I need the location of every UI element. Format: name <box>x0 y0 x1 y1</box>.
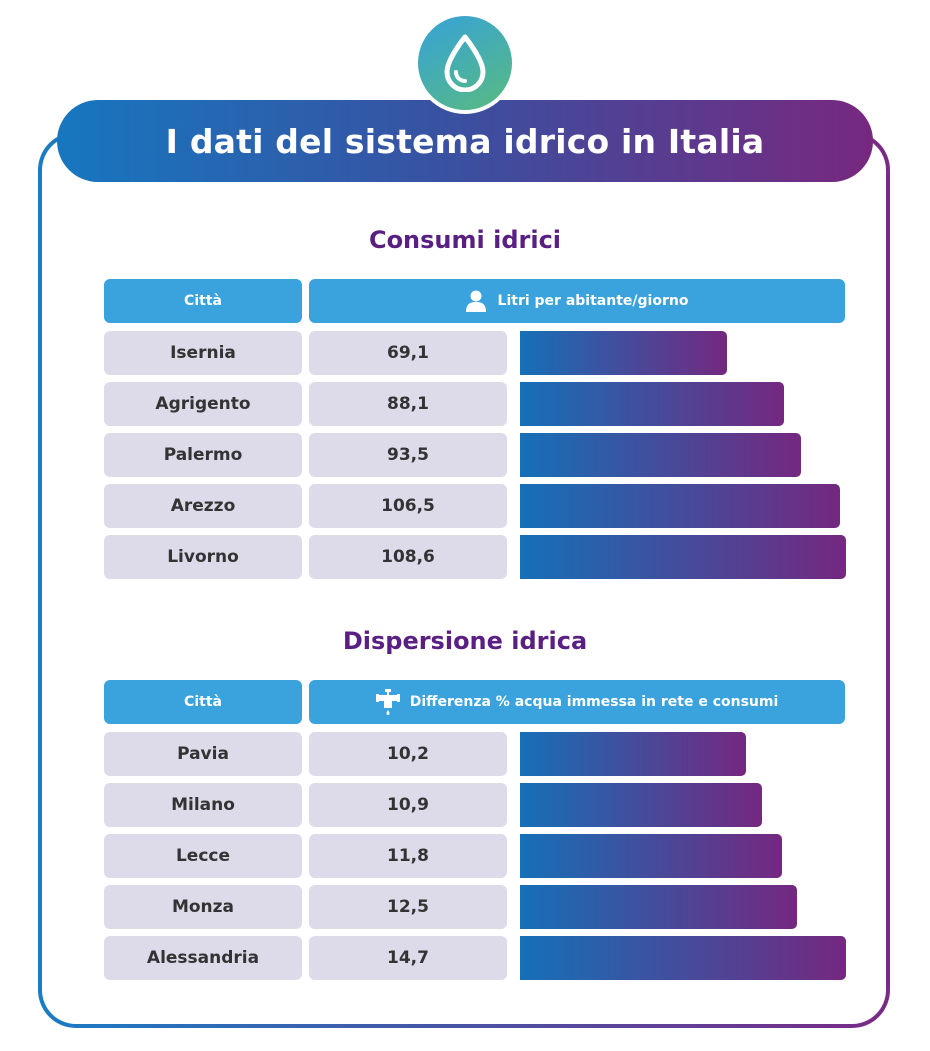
value-label: 69,1 <box>309 331 507 375</box>
value-label: 88,1 <box>309 382 507 426</box>
column-header-city: Città <box>104 279 302 323</box>
value-label: 93,5 <box>309 433 507 477</box>
value-label: 10,2 <box>309 732 507 776</box>
value-label: 11,8 <box>309 834 507 878</box>
section-title-dispersione: Dispersione idrica <box>342 627 588 655</box>
city-label: Palermo <box>104 433 302 477</box>
section-title-consumi: Consumi idrici <box>368 226 562 254</box>
bar <box>520 936 846 980</box>
bar <box>520 433 801 477</box>
bar <box>520 484 840 528</box>
city-label: Monza <box>104 885 302 929</box>
city-label: Arezzo <box>104 484 302 528</box>
bar <box>520 732 746 776</box>
bar <box>520 885 797 929</box>
city-label: Lecce <box>104 834 302 878</box>
bar <box>520 331 727 375</box>
column-header-value: Litri per abitante/giorno <box>309 279 845 323</box>
value-label: 106,5 <box>309 484 507 528</box>
value-label: 12,5 <box>309 885 507 929</box>
bar <box>520 834 782 878</box>
column-header-city: Città <box>104 680 302 724</box>
bar <box>520 783 762 827</box>
bar <box>520 382 784 426</box>
city-label: Agrigento <box>104 382 302 426</box>
city-label: Pavia <box>104 732 302 776</box>
city-label: Alessandria <box>104 936 302 980</box>
column-header-value-label: Differenza % acqua immessa in rete e con… <box>409 694 779 710</box>
city-label: Isernia <box>104 331 302 375</box>
page-title: I dati del sistema idrico in Italia <box>165 121 765 161</box>
value-label: 108,6 <box>309 535 507 579</box>
user-icon <box>465 290 486 312</box>
city-label: Milano <box>104 783 302 827</box>
column-header-value: Differenza % acqua immessa in rete e con… <box>309 680 845 724</box>
column-header-value-label: Litri per abitante/giorno <box>497 293 689 309</box>
water-drop-icon <box>414 12 516 114</box>
faucet-icon <box>375 689 400 715</box>
value-label: 10,9 <box>309 783 507 827</box>
city-label: Livorno <box>104 535 302 579</box>
value-label: 14,7 <box>309 936 507 980</box>
bar <box>520 535 846 579</box>
column-header-city-label: Città <box>184 293 222 309</box>
column-header-city-label: Città <box>184 694 222 710</box>
